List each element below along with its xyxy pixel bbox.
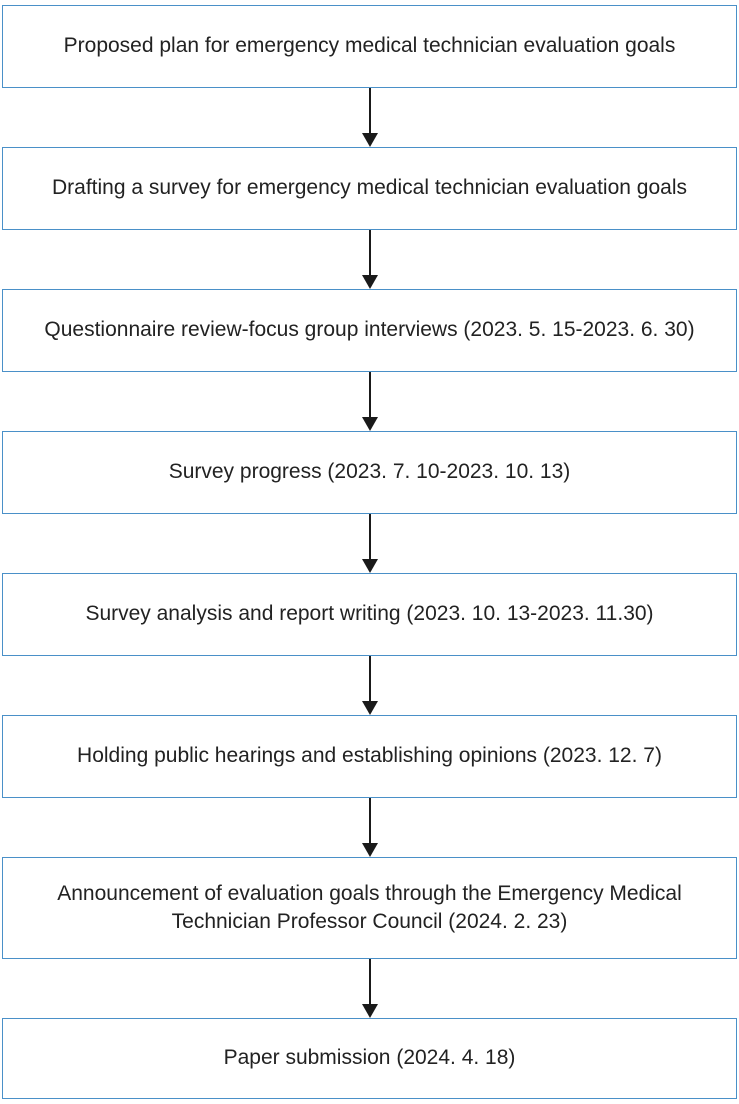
step-label: Paper submission (2024. 4. 18): [223, 1046, 516, 1070]
arrow-line: [368, 656, 371, 701]
step-label: Drafting a survey for emergency medical …: [52, 176, 687, 200]
flowchart-step-4: Survey progress (2023. 7. 10-2023. 10. 1…: [2, 431, 737, 514]
flow-arrow: [2, 88, 737, 147]
arrow-head-icon: [361, 133, 378, 147]
flow-arrow: [2, 656, 737, 715]
flow-arrow: [2, 959, 737, 1018]
flowchart-step-5: Survey analysis and report writing (2023…: [2, 573, 737, 656]
flow-arrow: [2, 514, 737, 573]
step-label: Announcement of evaluation goals through…: [57, 881, 682, 933]
step-label: Holding public hearings and establishing…: [77, 744, 662, 768]
arrow-head-icon: [361, 417, 378, 431]
flowchart-step-3: Questionnaire review-focus group intervi…: [2, 289, 737, 372]
arrow-line: [368, 88, 371, 133]
arrow-line: [368, 798, 371, 843]
flow-arrow: [2, 798, 737, 857]
flowchart-step-6: Holding public hearings and establishing…: [2, 715, 737, 798]
flowchart-step-7: Announcement of evaluation goals through…: [2, 857, 737, 959]
step-label: Survey progress (2023. 7. 10-2023. 10. 1…: [168, 460, 571, 484]
flowchart-step-2: Drafting a survey for emergency medical …: [2, 147, 737, 230]
arrow-head-icon: [361, 559, 378, 573]
arrow-head-icon: [361, 275, 378, 289]
arrow-line: [368, 372, 371, 417]
arrow-line: [368, 514, 371, 559]
step-label: Questionnaire review-focus group intervi…: [44, 318, 695, 342]
flow-arrow: [2, 230, 737, 289]
arrow-line: [368, 959, 371, 1004]
flowchart-step-8: Paper submission (2024. 4. 18): [2, 1018, 737, 1099]
arrow-head-icon: [361, 1004, 378, 1018]
step-label: Proposed plan for emergency medical tech…: [63, 34, 676, 58]
arrow-line: [368, 230, 371, 275]
step-label: Survey analysis and report writing (2023…: [85, 602, 654, 626]
flowchart-step-1: Proposed plan for emergency medical tech…: [2, 5, 737, 88]
arrow-head-icon: [361, 701, 378, 715]
flow-arrow: [2, 372, 737, 431]
arrow-head-icon: [361, 843, 378, 857]
